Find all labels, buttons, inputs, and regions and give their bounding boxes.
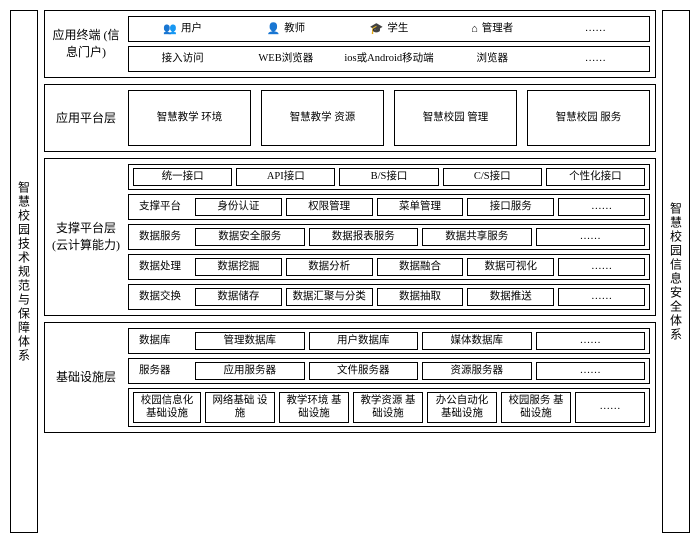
access-item: 接入访问 xyxy=(133,50,232,68)
user-item: …… xyxy=(546,20,645,38)
row-cell: 数据融合 xyxy=(377,258,464,276)
row-cell: B/S接口 xyxy=(339,168,438,186)
category-row: 校园信息化 基础设施网络基础 设施教学环境 基础设施教学资源 基础设施办公自动化… xyxy=(128,388,650,426)
row-cell: …… xyxy=(536,332,646,350)
layer-label-infra: 基础设施层 xyxy=(50,328,122,426)
user-label: 用户 xyxy=(181,23,202,35)
user-icon: 🎓 xyxy=(370,23,384,36)
terminal-users-row: 👥 用户 👤 教师 🎓学生 ⌂ 管理者 …… xyxy=(128,16,650,42)
row-cell: 办公自动化 基础设施 xyxy=(427,392,497,422)
category-row: 数据交换数据储存数据汇聚与分类数据抽取数据推送…… xyxy=(128,284,650,310)
row-lead: 数据服务 xyxy=(133,228,191,246)
row-cell: 数据共享服务 xyxy=(422,228,532,246)
app-item: 智慧教学 资源 xyxy=(261,90,384,146)
user-item: 👤 教师 xyxy=(236,20,335,38)
access-item: ios或Android移动端 xyxy=(339,50,438,68)
row-cell: …… xyxy=(558,288,645,306)
user-icon: 👥 xyxy=(163,23,177,36)
user-item: ⌂ 管理者 xyxy=(443,20,542,38)
category-row: 数据处理数据挖掘数据分析数据融合数据可视化…… xyxy=(128,254,650,280)
layer-terminal: 应用终端 (信息门户) 👥 用户 👤 教师 🎓学生 ⌂ 管理者 …… 接入访问WEB浏览器io… xyxy=(44,10,656,78)
app-items-row: 智慧教学 环境智慧教学 资源智慧校园 管理智慧校园 服务 xyxy=(128,90,650,146)
row-cell: 校园服务 基础设施 xyxy=(501,392,571,422)
row-cell: 数据分析 xyxy=(286,258,373,276)
right-pillar: 智慧校园信息安全体系 xyxy=(662,10,690,533)
category-row: 统一接口API接口B/S接口 C/S接口个性化接口 xyxy=(128,164,650,190)
category-row: 数据服务数据安全服务数据报表服务数据共享服务…… xyxy=(128,224,650,250)
row-cell: 数据储存 xyxy=(195,288,282,306)
row-cell: 文件服务器 xyxy=(309,362,419,380)
row-cell: 用户数据库 xyxy=(309,332,419,350)
row-cell: 管理数据库 xyxy=(195,332,305,350)
layer-label-support: 支撑平台层 (云计算能力) xyxy=(50,164,122,310)
row-cell: 数据报表服务 xyxy=(309,228,419,246)
access-item: WEB浏览器 xyxy=(236,50,335,68)
user-label: 管理者 xyxy=(482,23,514,35)
center-layers: 应用终端 (信息门户) 👥 用户 👤 教师 🎓学生 ⌂ 管理者 …… 接入访问WEB浏览器io… xyxy=(44,10,656,533)
row-lead: 服务器 xyxy=(133,362,191,380)
row-cell: …… xyxy=(558,198,645,216)
row-cell: 资源服务器 xyxy=(422,362,532,380)
terminal-access-row: 接入访问WEB浏览器ios或Android移动端浏览器…… xyxy=(128,46,650,72)
row-cell: …… xyxy=(558,258,645,276)
row-cell: 网络基础 设施 xyxy=(205,392,275,422)
user-item: 👥 用户 xyxy=(133,20,232,38)
row-cell: 应用服务器 xyxy=(195,362,305,380)
row-lead: 数据库 xyxy=(133,332,191,350)
access-item: …… xyxy=(546,50,645,68)
category-row: 服务器应用服务器文件服务器资源服务器…… xyxy=(128,358,650,384)
layer-app: 应用平台层 智慧教学 环境智慧教学 资源智慧校园 管理智慧校园 服务 xyxy=(44,84,656,152)
row-cell: 媒体数据库 xyxy=(422,332,532,350)
user-label: 教师 xyxy=(284,23,305,35)
architecture-diagram: 智慧校园技术规范与保障体系 应用终端 (信息门户) 👥 用户 👤 教师 🎓学生 ⌂ 管理者 …… xyxy=(10,10,690,533)
category-row: 支撑平台身份认证权限管理菜单管理接口服务…… xyxy=(128,194,650,220)
layer-infra: 基础设施层 数据库管理数据库用户数据库媒体数据库……服务器应用服务器文件服务器资… xyxy=(44,322,656,432)
row-lead: 校园信息化 基础设施 xyxy=(133,392,201,422)
row-cell: 接口服务 xyxy=(467,198,554,216)
row-cell: API接口 xyxy=(236,168,335,186)
app-item: 智慧校园 管理 xyxy=(394,90,517,146)
row-cell: 数据可视化 xyxy=(467,258,554,276)
row-cell: 数据汇聚与分类 xyxy=(286,288,373,306)
app-item: 智慧教学 环境 xyxy=(128,90,251,146)
row-cell: …… xyxy=(536,228,646,246)
access-item: 浏览器 xyxy=(443,50,542,68)
row-lead: 数据交换 xyxy=(133,288,191,306)
user-icon: 👤 xyxy=(266,23,280,36)
row-cell: 菜单管理 xyxy=(377,198,464,216)
row-cell: …… xyxy=(536,362,646,380)
row-cell: …… xyxy=(575,392,645,422)
row-cell: 教学资源 基础设施 xyxy=(353,392,423,422)
user-item: 🎓学生 xyxy=(339,20,438,38)
row-cell: 数据抽取 xyxy=(377,288,464,306)
row-cell: 教学环境 基础设施 xyxy=(279,392,349,422)
user-icon: ⌂ xyxy=(471,23,478,36)
row-cell: 统一接口 xyxy=(133,168,232,186)
user-label: …… xyxy=(585,23,606,35)
row-cell: 身份认证 xyxy=(195,198,282,216)
row-cell: C/S接口 xyxy=(443,168,542,186)
app-item: 智慧校园 服务 xyxy=(527,90,650,146)
layer-label-terminal: 应用终端 (信息门户) xyxy=(50,16,122,72)
row-cell: 数据推送 xyxy=(467,288,554,306)
row-cell: 数据安全服务 xyxy=(195,228,305,246)
row-cell: 数据挖掘 xyxy=(195,258,282,276)
left-pillar: 智慧校园技术规范与保障体系 xyxy=(10,10,38,533)
row-lead: 数据处理 xyxy=(133,258,191,276)
user-label: 学生 xyxy=(387,23,408,35)
row-lead: 支撑平台 xyxy=(133,198,191,216)
layer-label-app: 应用平台层 xyxy=(50,90,122,146)
row-cell: 权限管理 xyxy=(286,198,373,216)
category-row: 数据库管理数据库用户数据库媒体数据库…… xyxy=(128,328,650,354)
row-cell: 个性化接口 xyxy=(546,168,645,186)
layer-support: 支撑平台层 (云计算能力) 统一接口API接口B/S接口 C/S接口个性化接口支撑… xyxy=(44,158,656,316)
